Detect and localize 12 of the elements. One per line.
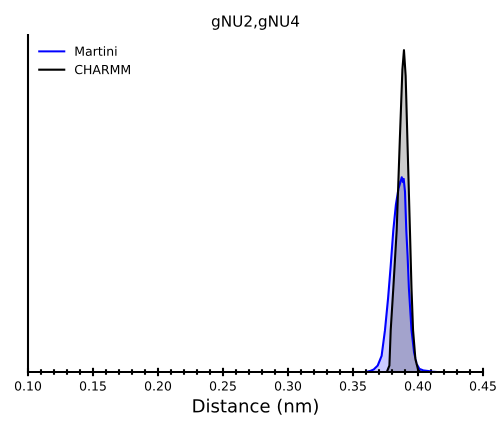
chart-title: gNU2,gNU4: [212, 15, 300, 30]
legend-label: CHARMM: [74, 64, 130, 74]
x-tick-label: 0.45: [470, 381, 496, 391]
legend-label: Martini: [75, 46, 116, 56]
x-tick-label: 0.15: [80, 381, 106, 391]
x-tick-label: 0.20: [144, 381, 172, 391]
x-tick-label: 0.35: [340, 381, 366, 391]
x-tick-label: 0.10: [14, 381, 42, 391]
x-tick-label: 0.30: [274, 381, 302, 391]
x-tick-label: 0.40: [404, 381, 432, 391]
x-axis-title: Distance (nm): [193, 398, 318, 415]
x-tick-label: 0.25: [210, 381, 236, 391]
